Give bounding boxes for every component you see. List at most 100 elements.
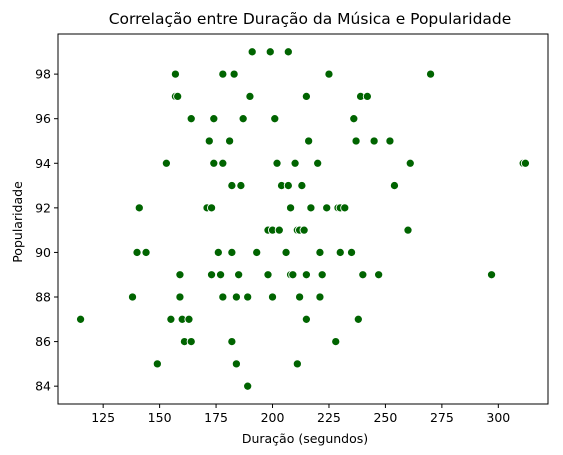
- data-point: [166, 314, 176, 324]
- data-point: [134, 203, 144, 213]
- data-point: [286, 203, 296, 213]
- data-point: [283, 47, 293, 57]
- data-point: [141, 247, 151, 257]
- data-point: [231, 292, 241, 302]
- data-point: [358, 270, 368, 280]
- data-point: [209, 158, 219, 168]
- data-point: [186, 337, 196, 347]
- data-point: [306, 203, 316, 213]
- data-point: [362, 91, 372, 101]
- x-tick-label: 200: [261, 410, 285, 425]
- plot-frame: [57, 33, 549, 405]
- data-point: [346, 247, 357, 257]
- data-point: [252, 247, 262, 257]
- x-tick-label: 125: [91, 410, 115, 425]
- data-point: [405, 158, 415, 168]
- y-tick-label: 90: [35, 245, 51, 260]
- data-point: [315, 292, 325, 302]
- data-point: [351, 136, 361, 146]
- data-point: [486, 270, 497, 280]
- data-point: [301, 314, 311, 324]
- data-point: [243, 381, 253, 391]
- data-point: [520, 158, 530, 168]
- data-point: [161, 158, 171, 168]
- data-point: [263, 270, 273, 280]
- data-point: [76, 314, 86, 324]
- data-point: [335, 247, 345, 257]
- data-point: [340, 203, 350, 213]
- data-point: [227, 181, 237, 191]
- x-axis-label: Duração (segundos): [242, 431, 368, 446]
- data-point: [349, 114, 359, 124]
- x-tick-label: 275: [430, 410, 454, 425]
- data-point: [322, 203, 332, 213]
- data-point: [127, 292, 138, 302]
- data-point: [403, 225, 413, 235]
- data-point: [313, 158, 323, 168]
- x-tick-label: 225: [317, 410, 341, 425]
- data-point: [265, 47, 275, 57]
- data-point: [281, 247, 291, 257]
- y-axis-label: Popularidade: [10, 181, 25, 263]
- data-point: [227, 247, 237, 257]
- data-point: [213, 247, 223, 257]
- data-point: [206, 203, 217, 213]
- data-point: [369, 136, 379, 146]
- data-point: [385, 136, 395, 146]
- data-point: [218, 69, 228, 79]
- data-point: [184, 314, 194, 324]
- data-point: [186, 114, 196, 124]
- data-point: [299, 225, 309, 235]
- data-point: [331, 337, 341, 347]
- data-point: [243, 292, 253, 302]
- data-point: [304, 136, 314, 146]
- data-point: [236, 181, 246, 191]
- data-point: [227, 337, 237, 347]
- data-point: [267, 292, 278, 302]
- data-point: [389, 181, 400, 191]
- data-point: [317, 270, 327, 280]
- data-point: [324, 69, 334, 79]
- data-point: [295, 292, 305, 302]
- y-tick-label: 84: [35, 379, 51, 394]
- data-point: [270, 114, 280, 124]
- data-point: [353, 314, 363, 324]
- y-tick-label: 98: [35, 67, 51, 82]
- data-point: [175, 292, 185, 302]
- y-tick-label: 92: [35, 200, 51, 215]
- data-point: [297, 181, 307, 191]
- data-point: [225, 136, 235, 146]
- data-point: [231, 359, 241, 369]
- data-point: [272, 158, 282, 168]
- x-tick-label: 250: [373, 410, 397, 425]
- data-point: [290, 158, 300, 168]
- y-tick-label: 86: [35, 334, 51, 349]
- data-point: [374, 270, 384, 280]
- data-point: [218, 158, 228, 168]
- data-point: [204, 136, 214, 146]
- data-point: [247, 47, 257, 57]
- data-point: [175, 270, 185, 280]
- y-tick-label: 94: [35, 156, 51, 171]
- data-point: [315, 247, 325, 257]
- data-point: [234, 270, 244, 280]
- data-point: [301, 91, 311, 101]
- data-point: [173, 91, 183, 101]
- y-tick-label: 96: [35, 111, 51, 126]
- data-point: [288, 270, 298, 280]
- data-point: [238, 114, 248, 124]
- data-point: [229, 69, 239, 79]
- x-tick-label: 300: [486, 410, 510, 425]
- data-point: [152, 359, 162, 369]
- data-point: [426, 69, 436, 79]
- data-point: [206, 270, 217, 280]
- x-tick-label: 175: [204, 410, 228, 425]
- data-point: [209, 114, 219, 124]
- data-point: [301, 270, 311, 280]
- data-point: [245, 91, 255, 101]
- data-point: [292, 359, 302, 369]
- data-point: [283, 181, 293, 191]
- x-tick-label: 150: [148, 410, 172, 425]
- y-tick-label: 88: [35, 290, 51, 305]
